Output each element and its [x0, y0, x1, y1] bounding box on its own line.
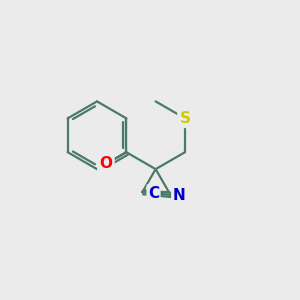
Text: N: N: [172, 188, 185, 203]
Text: C: C: [148, 186, 159, 201]
Text: O: O: [99, 157, 112, 172]
Text: S: S: [179, 111, 191, 126]
